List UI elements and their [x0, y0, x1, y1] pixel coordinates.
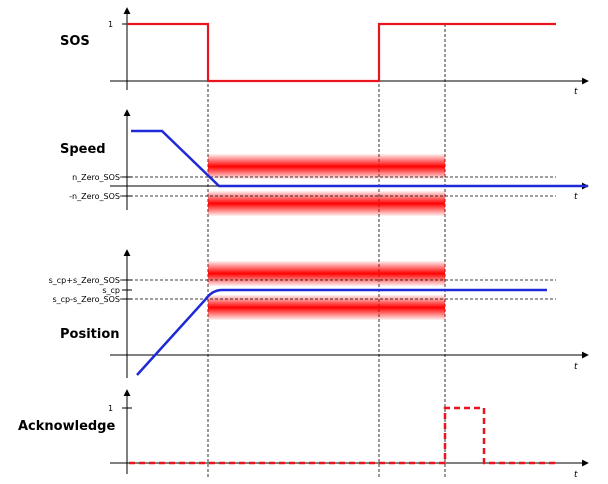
speed-lower-label: -n_Zero_SOS	[69, 192, 120, 201]
position-t-label: t	[574, 362, 578, 372]
acknowledge-t-label: t	[574, 470, 578, 480]
sos-tick-label: 1	[108, 20, 113, 29]
sos-title: SOS	[60, 34, 90, 49]
sos-signal	[127, 22, 556, 83]
speed-panel: Speed n_Zero_SOS -n_Zero_SOS t	[60, 109, 589, 216]
position-title: Position	[60, 327, 120, 342]
speed-t-label: t	[574, 192, 578, 202]
acknowledge-tick-label: 1	[108, 404, 113, 413]
time-guides	[207, 24, 446, 478]
position-setpoint-label: s_cp	[102, 286, 120, 295]
speed-upper-label: n_Zero_SOS	[72, 173, 120, 182]
speed-lower-band	[208, 191, 445, 216]
acknowledge-title: Acknowledge	[18, 419, 115, 434]
speed-title: Speed	[60, 142, 106, 157]
sos-t-label: t	[574, 87, 578, 97]
acknowledge-panel: Acknowledge 1 t	[18, 389, 589, 480]
speed-curve	[131, 129, 588, 188]
sos-panel: SOS 1 t	[60, 7, 589, 97]
position-curve	[136, 288, 547, 376]
position-panel: Position s_cp+s_Zero_SOS s_cp s_cp-s_Zer…	[49, 249, 589, 378]
position-upper-band	[208, 261, 445, 286]
position-upper-label: s_cp+s_Zero_SOS	[49, 276, 120, 285]
speed-upper-band	[208, 154, 445, 179]
position-lower-label: s_cp-s_Zero_SOS	[52, 295, 120, 304]
acknowledge-signal	[129, 406, 556, 465]
